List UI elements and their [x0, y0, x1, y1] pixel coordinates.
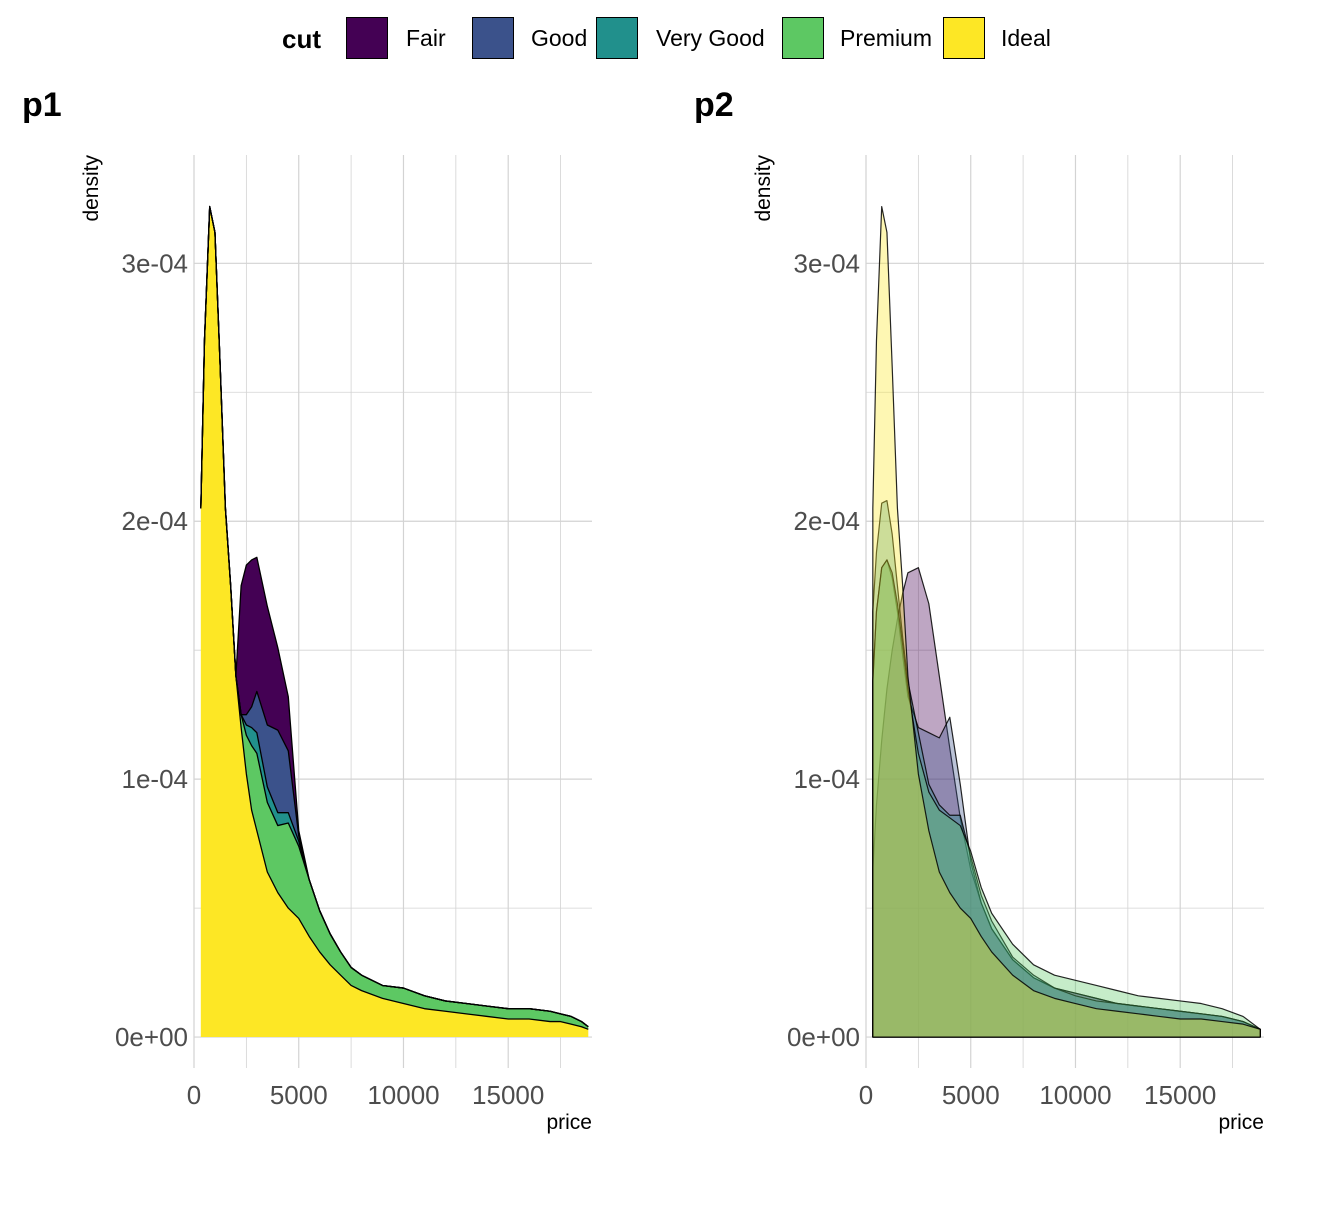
legend-label-good: Good: [531, 25, 588, 51]
y-tick-label: 0e+00: [787, 1022, 860, 1052]
y-tick-label: 1e-04: [122, 764, 189, 794]
legend-label-premium: Premium: [840, 25, 933, 51]
y-tick-label: 1e-04: [794, 764, 861, 794]
legend-title: cut: [282, 24, 321, 54]
legend-label-ideal: Ideal: [1001, 25, 1051, 51]
outline-fair: [200, 205, 589, 1028]
x-tick-label: 10000: [1039, 1080, 1111, 1110]
legend-key-very-good: [596, 17, 638, 59]
y-axis-title: density: [752, 155, 775, 222]
y-tick-label: 2e-04: [794, 506, 861, 536]
y-axis-title: density: [80, 155, 103, 222]
x-tick-label: 0: [859, 1080, 873, 1110]
y-tick-label: 3e-04: [794, 248, 861, 278]
x-axis-title: price: [546, 1111, 592, 1134]
legend-key-ideal: [943, 17, 985, 59]
legend-key-fair: [346, 17, 388, 59]
legend: cut Fair Good Very Good Premium Ideal: [0, 0, 1344, 80]
area-ideal: [872, 205, 1261, 1038]
density-chart-p1: 0e+00 1e-04 2e-04 3e-04 0 5000 10000 15000price…: [80, 155, 592, 1134]
x-tick-label: 15000: [1144, 1080, 1216, 1110]
x-tick-label: 0: [187, 1080, 201, 1110]
y-tick-label: 0e+00: [115, 1022, 188, 1052]
legend-label-very-good: Very Good: [656, 25, 765, 51]
legend-key-premium: [782, 17, 824, 59]
density-chart-p2: 0e+00 1e-04 2e-04 3e-04 0 5000 10000 15000price…: [752, 155, 1264, 1134]
panel-title-p2: p2: [694, 86, 734, 124]
area-very-good: [872, 499, 1261, 1038]
panel-title-p1: p1: [22, 86, 62, 124]
y-tick-label: 3e-04: [122, 248, 189, 278]
y-tick-label: 2e-04: [122, 506, 189, 536]
legend-key-good: [472, 17, 514, 59]
x-tick-label: 10000: [367, 1080, 439, 1110]
x-tick-label: 5000: [270, 1080, 328, 1110]
x-axis-title: price: [1218, 1111, 1264, 1134]
x-tick-label: 15000: [472, 1080, 544, 1110]
x-tick-label: 5000: [942, 1080, 1000, 1110]
legend-label-fair: Fair: [406, 25, 446, 51]
area-ideal: [200, 206, 589, 1038]
